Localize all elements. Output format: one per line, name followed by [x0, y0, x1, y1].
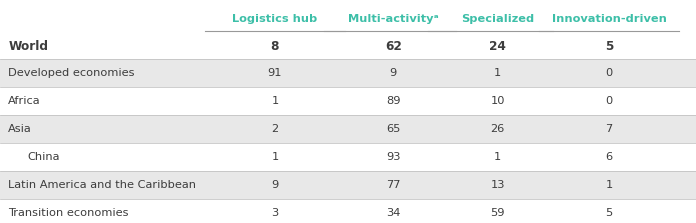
Text: 9: 9 — [271, 180, 278, 190]
Bar — [0, 59, 696, 87]
Text: China: China — [28, 152, 61, 162]
Text: 59: 59 — [491, 209, 505, 219]
Text: 1: 1 — [271, 96, 278, 106]
Text: 0: 0 — [606, 96, 612, 106]
Text: Africa: Africa — [8, 96, 41, 106]
Text: 91: 91 — [268, 68, 282, 78]
Text: 1: 1 — [494, 152, 501, 162]
Bar — [0, 4, 696, 33]
Text: 5: 5 — [606, 209, 612, 219]
Bar — [0, 199, 696, 223]
Text: Innovation-driven: Innovation-driven — [551, 14, 667, 24]
Text: 89: 89 — [386, 96, 400, 106]
Text: 34: 34 — [386, 209, 400, 219]
Text: 3: 3 — [271, 209, 278, 219]
Text: Latin America and the Caribbean: Latin America and the Caribbean — [8, 180, 196, 190]
Text: 10: 10 — [491, 96, 505, 106]
Bar — [0, 115, 696, 143]
Text: 0: 0 — [606, 68, 612, 78]
Text: Specialized: Specialized — [461, 14, 535, 24]
Text: 93: 93 — [386, 152, 400, 162]
Text: Developed economies: Developed economies — [8, 68, 135, 78]
Text: Logistics hub: Logistics hub — [232, 14, 317, 24]
Bar — [0, 87, 696, 115]
Text: 1: 1 — [606, 180, 612, 190]
Text: Multi-activityᵃ: Multi-activityᵃ — [348, 14, 438, 24]
Bar — [0, 143, 696, 171]
Text: 7: 7 — [606, 124, 612, 134]
Text: 1: 1 — [494, 68, 501, 78]
Text: World: World — [8, 40, 48, 53]
Text: 13: 13 — [491, 180, 505, 190]
Text: 62: 62 — [385, 40, 402, 53]
Text: 77: 77 — [386, 180, 400, 190]
Text: 2: 2 — [271, 124, 278, 134]
Text: 26: 26 — [491, 124, 505, 134]
Text: Asia: Asia — [8, 124, 32, 134]
Text: 9: 9 — [390, 68, 397, 78]
Text: 8: 8 — [271, 40, 279, 53]
Text: 5: 5 — [605, 40, 613, 53]
Text: Transition economies: Transition economies — [8, 209, 129, 219]
Text: 65: 65 — [386, 124, 400, 134]
Text: 1: 1 — [271, 152, 278, 162]
Text: 24: 24 — [489, 40, 506, 53]
Bar — [0, 171, 696, 199]
Text: 6: 6 — [606, 152, 612, 162]
Bar — [0, 33, 696, 59]
